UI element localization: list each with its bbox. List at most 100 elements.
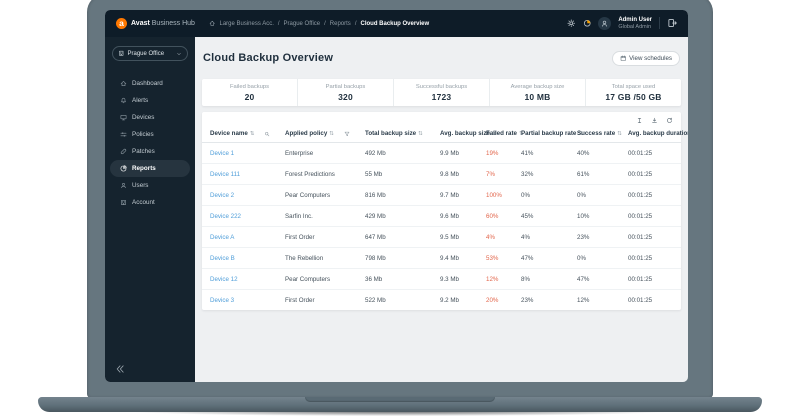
column-header[interactable]: Avg. backup duration bbox=[620, 126, 688, 143]
column-header[interactable]: Partial backup rate bbox=[513, 126, 576, 143]
failed-rate-cell: 12% bbox=[478, 268, 513, 290]
applied-policy-cell: Enterprise bbox=[285, 149, 314, 157]
column-filter-icon[interactable] bbox=[264, 131, 270, 137]
sort-icon[interactable] bbox=[250, 130, 255, 137]
office-selector-label: Prague Office bbox=[127, 50, 165, 57]
sidebar-item-icon bbox=[120, 148, 127, 155]
sidebar-item[interactable]: Policies bbox=[110, 126, 190, 143]
device-name-link[interactable]: Device 111 bbox=[202, 163, 277, 185]
partial-backup-rate-cell: 8% bbox=[513, 268, 569, 290]
device-name-link[interactable]: Device 12 bbox=[202, 268, 277, 290]
stat-label: Failed backups bbox=[230, 83, 269, 90]
stat-label: Average backup size bbox=[510, 83, 565, 90]
sidebar-item[interactable]: Account bbox=[110, 194, 190, 211]
breadcrumb-current: Cloud Backup Overview bbox=[360, 20, 430, 27]
sort-icon[interactable] bbox=[329, 130, 334, 137]
table-toolbar bbox=[202, 112, 681, 126]
sidebar-item[interactable]: Dashboard bbox=[110, 75, 190, 92]
avg-backup-duration-cell: 00:01:25 bbox=[620, 163, 681, 185]
sidebar-collapse-button[interactable] bbox=[105, 364, 125, 374]
table-row[interactable]: Device 1 Enterprise 492 Mb 9.9 Mb 19% 41… bbox=[202, 143, 681, 164]
table-row[interactable]: Device A First Order 647 Mb 9.5 Mb 4% 4%… bbox=[202, 226, 681, 248]
top-bar: a Avast Business Hub Large Business Acc.… bbox=[105, 10, 688, 37]
applied-policy-cell: The Rebellion bbox=[277, 247, 357, 269]
sort-icon[interactable] bbox=[418, 130, 423, 137]
table-row[interactable]: Device 3 First Order 522 Mb 9.2 Mb 20% 2… bbox=[202, 289, 681, 310]
table-row[interactable]: Device 2 Pear Computers 816 Mb 9.7 Mb 10… bbox=[202, 184, 681, 206]
device-name-link[interactable]: Device 1 bbox=[210, 149, 235, 157]
failed-rate-cell: 60% bbox=[478, 205, 513, 227]
user-avatar[interactable] bbox=[598, 16, 612, 30]
topbar-actions: Admin User Global Admin bbox=[567, 17, 688, 30]
device-name-link[interactable]: Device 2 bbox=[202, 184, 277, 206]
console-switch-icon[interactable] bbox=[667, 18, 677, 28]
device-name-link[interactable]: Device A bbox=[202, 226, 277, 248]
topbar-divider bbox=[659, 17, 660, 30]
view-schedules-button[interactable]: View schedules bbox=[611, 50, 680, 66]
table-header-row: Device name Applied policy bbox=[202, 126, 688, 143]
sidebar-item[interactable]: Reports bbox=[110, 160, 190, 177]
column-header[interactable]: Failed rate bbox=[478, 126, 517, 143]
column-header[interactable]: Device name bbox=[202, 126, 277, 143]
success-rate-cell: 23% bbox=[569, 226, 620, 248]
sidebar-item[interactable]: Users bbox=[110, 177, 190, 194]
avg-backup-size-cell: 9.2 Mb bbox=[432, 289, 478, 310]
table-row[interactable]: Device 111 Forest Predictions 55 Mb 9.8 … bbox=[202, 163, 681, 185]
settings-gear-icon[interactable] bbox=[567, 19, 576, 28]
view-schedules-label: View schedules bbox=[629, 54, 672, 62]
table-row[interactable]: Device 222 Sarfin Inc. 429 Mb 9.6 Mb 60%… bbox=[202, 205, 681, 227]
stat-value: 320 bbox=[338, 91, 353, 102]
usage-pie-icon[interactable] bbox=[583, 19, 592, 28]
applied-policy-cell: Forest Predictions bbox=[277, 163, 357, 185]
stat-item: Average backup size 10 MB bbox=[489, 79, 585, 106]
avg-backup-duration-cell: 00:01:25 bbox=[620, 184, 681, 206]
sidebar-item[interactable]: Devices bbox=[110, 109, 190, 126]
success-rate-cell: 47% bbox=[569, 268, 620, 290]
column-settings-icon[interactable] bbox=[636, 117, 643, 124]
chevron-down-icon bbox=[176, 51, 182, 57]
sidebar-item[interactable]: Alerts bbox=[110, 92, 190, 109]
total-backup-size-cell: 798 Mb bbox=[357, 247, 432, 269]
stat-label: Successful backups bbox=[415, 83, 468, 90]
report-table-card: Device name Applied policy bbox=[202, 112, 688, 310]
failed-rate-cell: 19% bbox=[486, 149, 499, 157]
office-selector[interactable]: Prague Office bbox=[112, 46, 188, 61]
sidebar-item[interactable]: Patches bbox=[110, 143, 190, 160]
table-row[interactable]: Device 12 Pear Computers 36 Mb 9.3 Mb 12… bbox=[202, 268, 681, 290]
home-icon[interactable] bbox=[209, 20, 216, 27]
sort-icon[interactable] bbox=[617, 130, 622, 137]
column-header-label: Avg. backup duration bbox=[628, 130, 688, 137]
device-name-link[interactable]: Device 3 bbox=[202, 289, 277, 310]
breadcrumb-item[interactable]: Reports bbox=[329, 20, 351, 27]
calendar-icon bbox=[620, 55, 627, 62]
device-name-link[interactable]: Device B bbox=[202, 247, 277, 269]
export-download-icon[interactable] bbox=[651, 117, 658, 124]
table-row[interactable]: Device B The Rebellion 798 Mb 9.4 Mb 53%… bbox=[202, 247, 681, 269]
success-rate-cell: 0% bbox=[569, 247, 620, 269]
collapse-chevrons-icon bbox=[115, 364, 125, 374]
brand-name-rest: Business Hub bbox=[149, 20, 195, 27]
applied-policy-cell: Pear Computers bbox=[277, 268, 357, 290]
breadcrumb-item[interactable]: Large Business Acc. bbox=[219, 20, 274, 27]
sidebar-item-label: Alerts bbox=[132, 97, 149, 104]
partial-backup-rate-cell: 47% bbox=[513, 247, 569, 269]
refresh-icon[interactable] bbox=[666, 117, 673, 124]
sidebar-item-icon bbox=[120, 97, 127, 104]
sidebar-item-label: Account bbox=[132, 199, 155, 206]
column-header[interactable]: Applied policy bbox=[277, 126, 357, 143]
user-info[interactable]: Admin User Global Admin bbox=[618, 17, 652, 30]
device-name-link[interactable]: Device 222 bbox=[202, 205, 277, 227]
avg-backup-duration-cell: 00:01:25 bbox=[628, 149, 653, 157]
total-backup-size-cell: 492 Mb bbox=[365, 149, 386, 157]
column-header[interactable]: Avg. backup size bbox=[432, 126, 490, 143]
column-header[interactable]: Success rate bbox=[569, 126, 620, 143]
column-filter-icon[interactable] bbox=[344, 131, 350, 137]
sidebar-item-label: Dashboard bbox=[132, 80, 163, 87]
partial-backup-rate-cell: 0% bbox=[513, 184, 569, 206]
column-header[interactable]: Total backup size bbox=[357, 126, 432, 143]
avg-backup-duration-cell: 00:01:25 bbox=[620, 289, 681, 310]
breadcrumb-item[interactable]: Prague Office bbox=[283, 20, 321, 27]
column-header-label: Success rate bbox=[577, 130, 616, 137]
avg-backup-duration-cell: 00:01:25 bbox=[620, 247, 681, 269]
column-header-label: Total backup size bbox=[365, 130, 417, 137]
